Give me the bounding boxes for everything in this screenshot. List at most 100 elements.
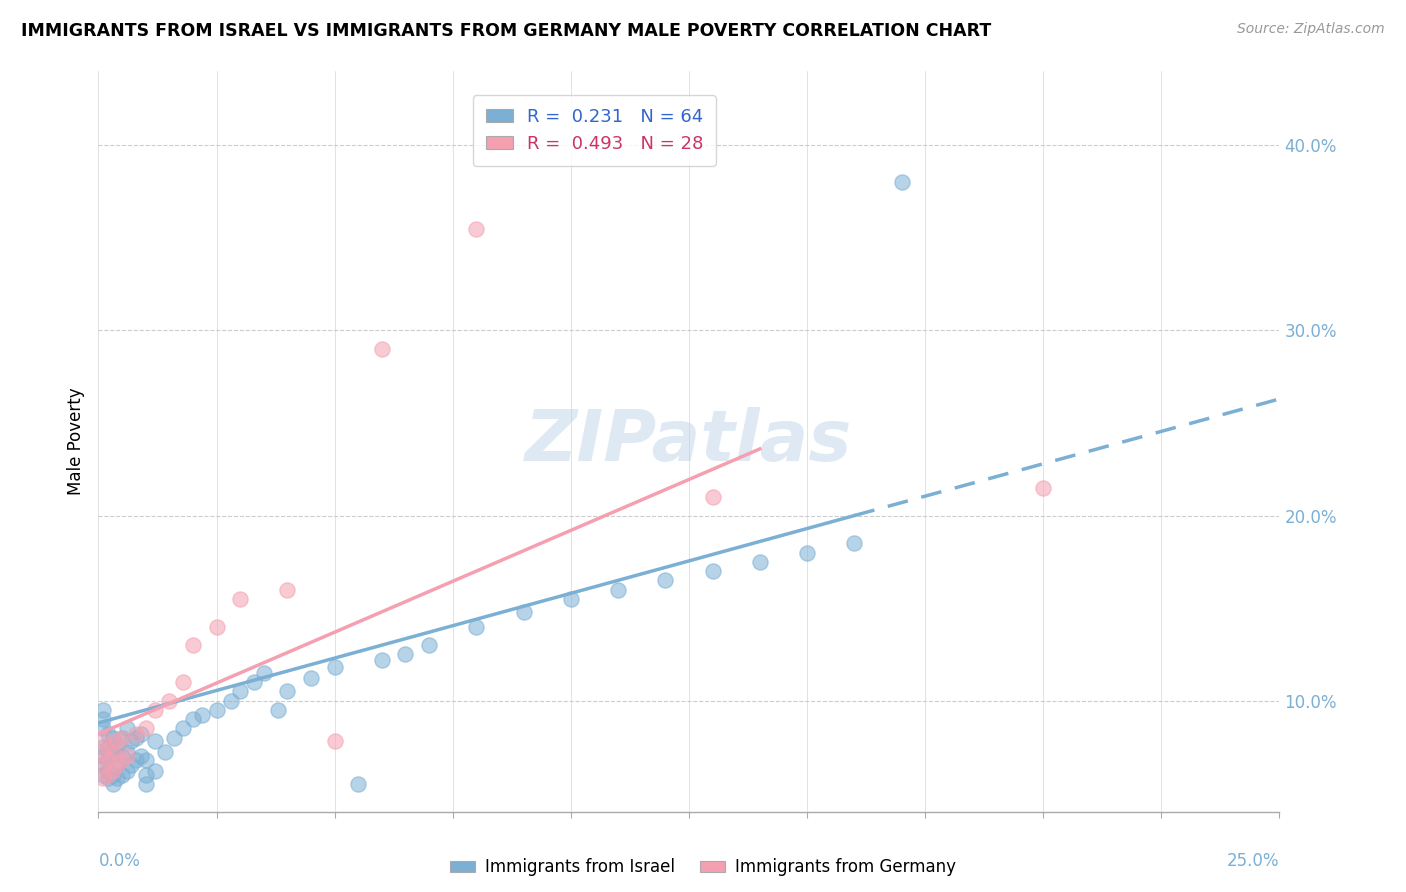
Point — [101, 731, 124, 745]
Point — [172, 675, 194, 690]
Point — [465, 619, 488, 633]
Point — [97, 767, 120, 781]
Point — [91, 767, 114, 781]
Point — [105, 734, 128, 748]
Point — [91, 758, 114, 772]
Point — [394, 648, 416, 662]
Point — [371, 342, 394, 356]
Point — [276, 582, 298, 597]
Point — [135, 777, 157, 791]
Point — [97, 753, 120, 767]
Point — [101, 764, 124, 778]
Point — [229, 684, 252, 698]
Point — [101, 767, 124, 781]
Point — [229, 591, 252, 606]
Point — [111, 731, 134, 745]
Point — [143, 703, 166, 717]
Point — [121, 758, 143, 772]
Point — [91, 749, 114, 764]
Point — [243, 675, 266, 690]
Point — [115, 722, 138, 736]
Point — [105, 772, 128, 786]
Point — [101, 746, 124, 760]
Point — [654, 574, 676, 588]
Point — [115, 746, 138, 760]
Point — [105, 758, 128, 772]
Point — [91, 731, 114, 745]
Point — [796, 546, 818, 560]
Point — [267, 703, 290, 717]
Point — [299, 672, 322, 686]
Point — [111, 767, 134, 781]
Point — [219, 694, 242, 708]
Point — [91, 739, 114, 754]
Point — [323, 734, 346, 748]
Point — [125, 753, 148, 767]
Point — [205, 619, 228, 633]
Point — [121, 734, 143, 748]
Point — [135, 767, 157, 781]
Point — [702, 564, 724, 578]
Text: 0.0%: 0.0% — [98, 853, 141, 871]
Point — [125, 731, 148, 745]
Point — [91, 772, 114, 786]
Point — [347, 777, 370, 791]
Point — [105, 739, 128, 754]
Point — [418, 638, 440, 652]
Point — [111, 731, 134, 745]
Point — [97, 739, 120, 754]
Point — [181, 638, 204, 652]
Point — [129, 749, 152, 764]
Point — [97, 753, 120, 767]
Text: 25.0%: 25.0% — [1227, 853, 1279, 871]
Point — [157, 694, 180, 708]
Point — [181, 712, 204, 726]
Point — [129, 727, 152, 741]
Point — [97, 772, 120, 786]
Point — [1032, 481, 1054, 495]
Point — [560, 591, 582, 606]
Point — [191, 708, 214, 723]
Point — [371, 653, 394, 667]
Point — [101, 777, 124, 791]
Point — [702, 490, 724, 504]
Point — [153, 746, 176, 760]
Point — [101, 746, 124, 760]
Point — [115, 749, 138, 764]
Point — [115, 764, 138, 778]
Point — [97, 764, 120, 778]
Point — [91, 758, 114, 772]
Point — [890, 175, 912, 190]
Legend: Immigrants from Israel, Immigrants from Germany: Immigrants from Israel, Immigrants from … — [443, 852, 963, 883]
Point — [172, 722, 194, 736]
Point — [253, 665, 276, 680]
Point — [105, 758, 128, 772]
Point — [512, 605, 534, 619]
Point — [91, 746, 114, 760]
Point — [844, 536, 866, 550]
Point — [163, 731, 186, 745]
Point — [91, 722, 114, 736]
Point — [143, 734, 166, 748]
Point — [135, 722, 157, 736]
Point — [465, 221, 488, 235]
Point — [205, 703, 228, 717]
Point — [748, 555, 770, 569]
Point — [91, 712, 114, 726]
Point — [135, 753, 157, 767]
Text: ZIPatlas: ZIPatlas — [526, 407, 852, 476]
Text: Source: ZipAtlas.com: Source: ZipAtlas.com — [1237, 22, 1385, 37]
Y-axis label: Male Poverty: Male Poverty — [66, 388, 84, 495]
Point — [97, 739, 120, 754]
Point — [323, 660, 346, 674]
Point — [143, 764, 166, 778]
Point — [276, 684, 298, 698]
Point — [111, 749, 134, 764]
Legend: R =  0.231   N = 64, R =  0.493   N = 28: R = 0.231 N = 64, R = 0.493 N = 28 — [472, 95, 716, 166]
Text: IMMIGRANTS FROM ISRAEL VS IMMIGRANTS FROM GERMANY MALE POVERTY CORRELATION CHART: IMMIGRANTS FROM ISRAEL VS IMMIGRANTS FRO… — [21, 22, 991, 40]
Point — [91, 703, 114, 717]
Point — [111, 753, 134, 767]
Point — [97, 727, 120, 741]
Point — [125, 727, 148, 741]
Point — [607, 582, 630, 597]
